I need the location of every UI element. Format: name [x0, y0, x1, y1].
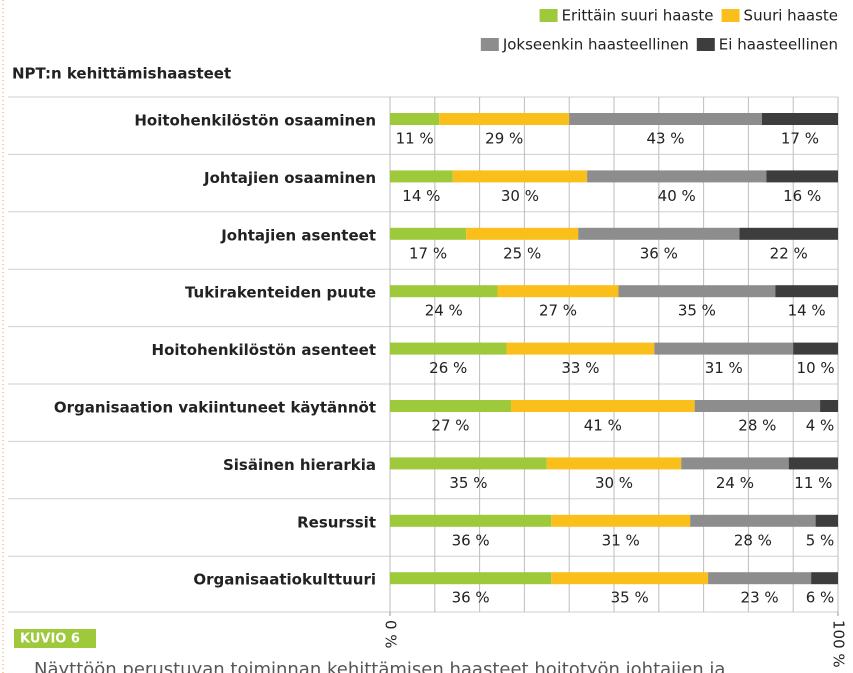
category-label: Sisäinen hierarkia	[223, 456, 376, 474]
legend-swatch	[539, 9, 558, 22]
data-label: 14 %	[402, 187, 440, 205]
data-label: 28 %	[734, 531, 772, 549]
data-label: 36 %	[640, 244, 678, 262]
data-label: 17 %	[781, 130, 819, 148]
data-label: 22 %	[770, 244, 808, 262]
category-label: Resurssit	[297, 513, 376, 531]
bar-segment	[452, 170, 588, 183]
data-label: 26 %	[429, 359, 467, 377]
bar-segment	[546, 457, 682, 470]
category-label: Tukirakenteiden puute	[185, 284, 376, 302]
bar-segment	[569, 113, 762, 125]
data-label: 10 %	[797, 359, 835, 377]
data-label: 14 %	[788, 302, 826, 320]
bar-segment	[681, 457, 789, 470]
figure-badge	[14, 629, 96, 648]
data-label: 24 %	[425, 302, 463, 320]
bar-segment	[618, 285, 776, 298]
data-label: 30 %	[501, 187, 539, 205]
category-label: Johtajien asenteet	[220, 226, 376, 244]
legend-swatch	[721, 9, 740, 22]
data-label: 17 %	[409, 244, 447, 262]
bar-segment	[506, 342, 655, 355]
bar-segment	[815, 514, 838, 527]
bar-segment	[694, 400, 821, 412]
data-label: 6 %	[806, 589, 835, 607]
data-label: 11 %	[396, 130, 434, 148]
bar-segment	[497, 285, 619, 298]
data-label: 40 %	[658, 187, 696, 205]
bar-segment	[510, 400, 695, 412]
data-label: 35 %	[611, 589, 649, 607]
data-label: 33 %	[561, 359, 599, 377]
data-label: 35 %	[678, 302, 716, 320]
bar-segment	[390, 342, 507, 355]
x-tick-label: 100 %	[830, 620, 848, 668]
bar-segment	[390, 113, 440, 125]
data-label: 43 %	[646, 130, 684, 148]
bar-segment	[390, 400, 511, 412]
bar-segment	[390, 227, 467, 240]
data-label: 41 %	[584, 417, 622, 435]
data-label: 30 %	[595, 474, 633, 492]
bar-segment	[739, 227, 838, 240]
data-label: 11 %	[794, 474, 832, 492]
bar-segment	[761, 113, 838, 125]
bar-segment	[390, 457, 547, 470]
bar-segment	[551, 572, 709, 585]
data-label: 29 %	[485, 130, 523, 148]
legend-swatch	[480, 38, 499, 51]
bar-segment	[788, 457, 838, 470]
legend-swatch	[696, 38, 715, 51]
data-label: 25 %	[503, 244, 541, 262]
category-label: Organisaatiokulttuuri	[193, 571, 376, 589]
legend-label: Erittäin suuri haaste	[562, 7, 714, 25]
bar-segment	[690, 514, 816, 527]
bar-segment	[390, 572, 552, 585]
bar-segment	[775, 285, 838, 298]
bar-segment	[793, 342, 838, 355]
data-label: 23 %	[741, 589, 779, 607]
data-label: 31 %	[705, 359, 743, 377]
bar-segment	[820, 400, 838, 412]
bar-segment	[439, 113, 570, 125]
bar-segment	[390, 170, 453, 183]
category-label: Organisaation vakiintuneet käytännöt	[54, 399, 376, 417]
legend-label: Ei haasteellinen	[719, 36, 838, 54]
data-label: 31 %	[602, 531, 640, 549]
data-label: 35 %	[449, 474, 487, 492]
bar-segment	[466, 227, 579, 240]
data-label: 28 %	[738, 417, 776, 435]
bar-segment	[766, 170, 838, 183]
data-label: 5 %	[806, 531, 835, 549]
data-label: 27 %	[539, 302, 577, 320]
legend-label: Suuri haaste	[744, 7, 838, 25]
data-label: 36 %	[452, 531, 490, 549]
bar-segment	[390, 285, 498, 298]
data-label: 16 %	[783, 187, 821, 205]
legend-label: Jokseenkin haasteellinen	[502, 36, 689, 54]
bar-segment	[811, 572, 838, 585]
bar-segment	[390, 514, 552, 527]
bar-segment	[708, 572, 812, 585]
x-tick-label: 0 %	[382, 620, 400, 649]
category-label: Johtajien osaaminen	[203, 169, 376, 187]
caption: Näyttöön perustuvan toiminnan kehittämis…	[34, 659, 725, 673]
bar-segment	[578, 227, 740, 240]
chart-subtitle: NPT:n kehittämishaasteet	[12, 65, 231, 83]
bar-segment	[654, 342, 794, 355]
bar-segment	[587, 170, 767, 183]
bar-segment	[551, 514, 691, 527]
data-label: 24 %	[716, 474, 754, 492]
data-label: 4 %	[806, 417, 835, 435]
category-label: Hoitohenkilöstön asenteet	[152, 341, 376, 359]
data-label: 27 %	[431, 417, 469, 435]
category-label: Hoitohenkilöstön osaaminen	[134, 112, 376, 130]
figure-label: KUVIO 6	[20, 632, 80, 647]
data-label: 36 %	[452, 589, 490, 607]
